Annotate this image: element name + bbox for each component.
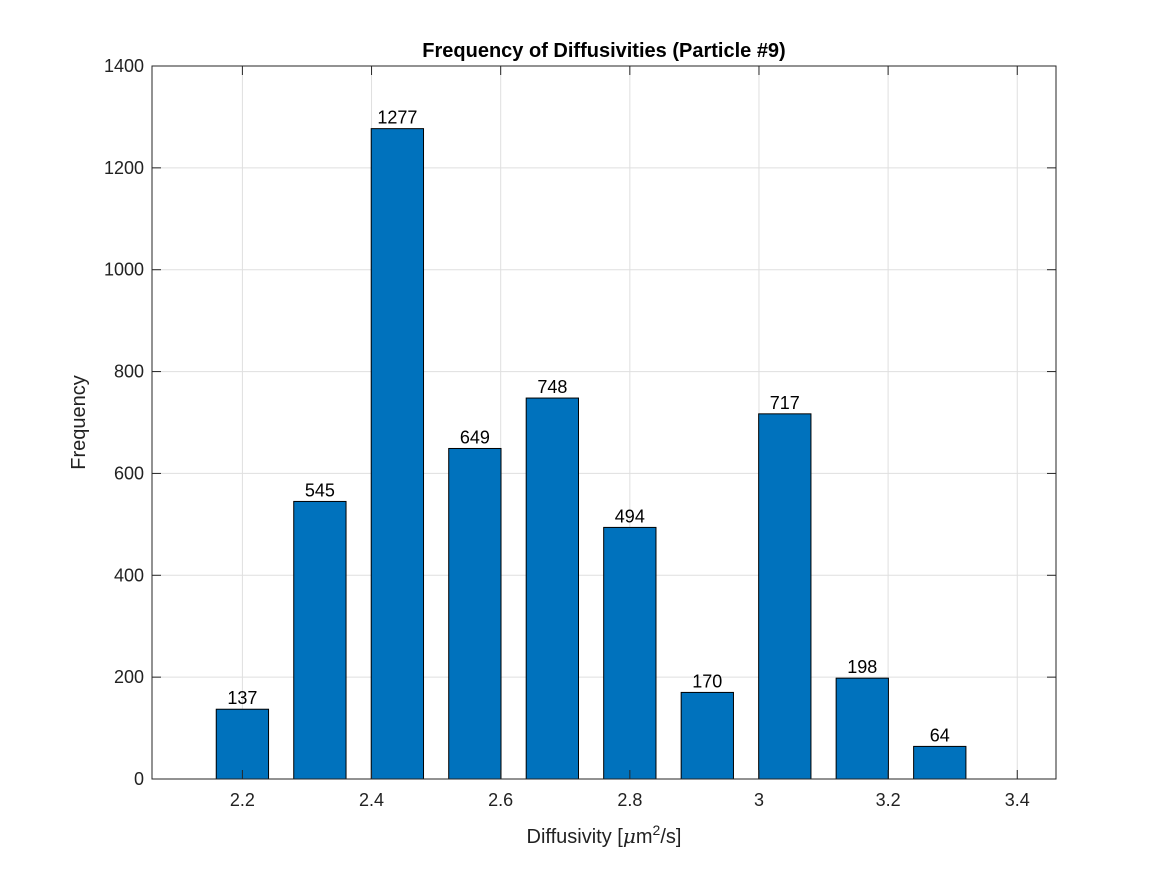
x-axis-label-prefix: Diffusivity [: [527, 826, 624, 848]
histogram-bar: [680, 691, 734, 780]
x-tick-label: 2.4: [359, 790, 384, 810]
x-tick-label: 2.2: [230, 790, 255, 810]
y-tick-label: 1200: [104, 158, 144, 178]
x-tick-label: 3.2: [876, 790, 901, 810]
x-axis-label-sup: 2: [653, 822, 661, 838]
x-tick-label: 2.6: [488, 790, 513, 810]
y-tick-label: 200: [114, 667, 144, 687]
bar-value-label: 748: [537, 377, 567, 397]
bar-value-label: 494: [615, 506, 645, 526]
data-labels: 137 545 1277 649 748 494 170 717 198 64: [227, 108, 949, 746]
chart-title: Frequency of Diffusivities (Particle #9): [422, 40, 785, 62]
histogram-bar: [758, 413, 812, 780]
x-axis-label-suffix: /s]: [660, 826, 681, 848]
tick-labels: 2.2 2.4 2.6 2.8 3 3.2 3.4 0 200 400 600 800 1000 1200…: [104, 56, 1030, 810]
histogram-bar: [448, 447, 502, 780]
axes-box: [151, 65, 1057, 780]
y-tick-label: 400: [114, 565, 144, 585]
y-tick-label: 1400: [104, 56, 144, 76]
y-axis-label: Frequency: [68, 375, 90, 470]
y-tick-label: 800: [114, 362, 144, 382]
bar-value-label: 717: [770, 393, 800, 413]
y-tick-label: 1000: [104, 260, 144, 280]
tick-marks: [152, 65, 1056, 780]
x-axis-label: Diffusivity [μm2/s]: [527, 822, 682, 848]
bars: [215, 128, 967, 780]
x-tick-label: 3.4: [1005, 790, 1030, 810]
histogram-bar: [835, 677, 889, 780]
bar-value-label: 1277: [377, 108, 417, 128]
bar-value-label: 545: [305, 480, 335, 500]
x-tick-label: 2.8: [617, 790, 642, 810]
x-axis-label-unit: m: [636, 826, 653, 848]
y-tick-label: 600: [114, 463, 144, 483]
y-tick-label: 0: [134, 769, 144, 789]
bar-value-label: 137: [227, 688, 257, 708]
histogram-bar: [913, 745, 967, 780]
x-tick-label: 3: [754, 790, 764, 810]
histogram-bar: [603, 526, 657, 780]
bar-value-label: 64: [930, 725, 950, 745]
x-axis-label-mu: μ: [623, 824, 636, 848]
histogram-bar: [525, 397, 579, 780]
axes-frame: [151, 65, 1057, 780]
histogram-bar: [215, 708, 270, 780]
histogram-bar: [293, 500, 347, 780]
histogram-bar: [370, 128, 425, 780]
bar-value-label: 198: [847, 657, 877, 677]
bar-value-label: 170: [692, 671, 722, 691]
bar-value-label: 649: [460, 427, 490, 447]
